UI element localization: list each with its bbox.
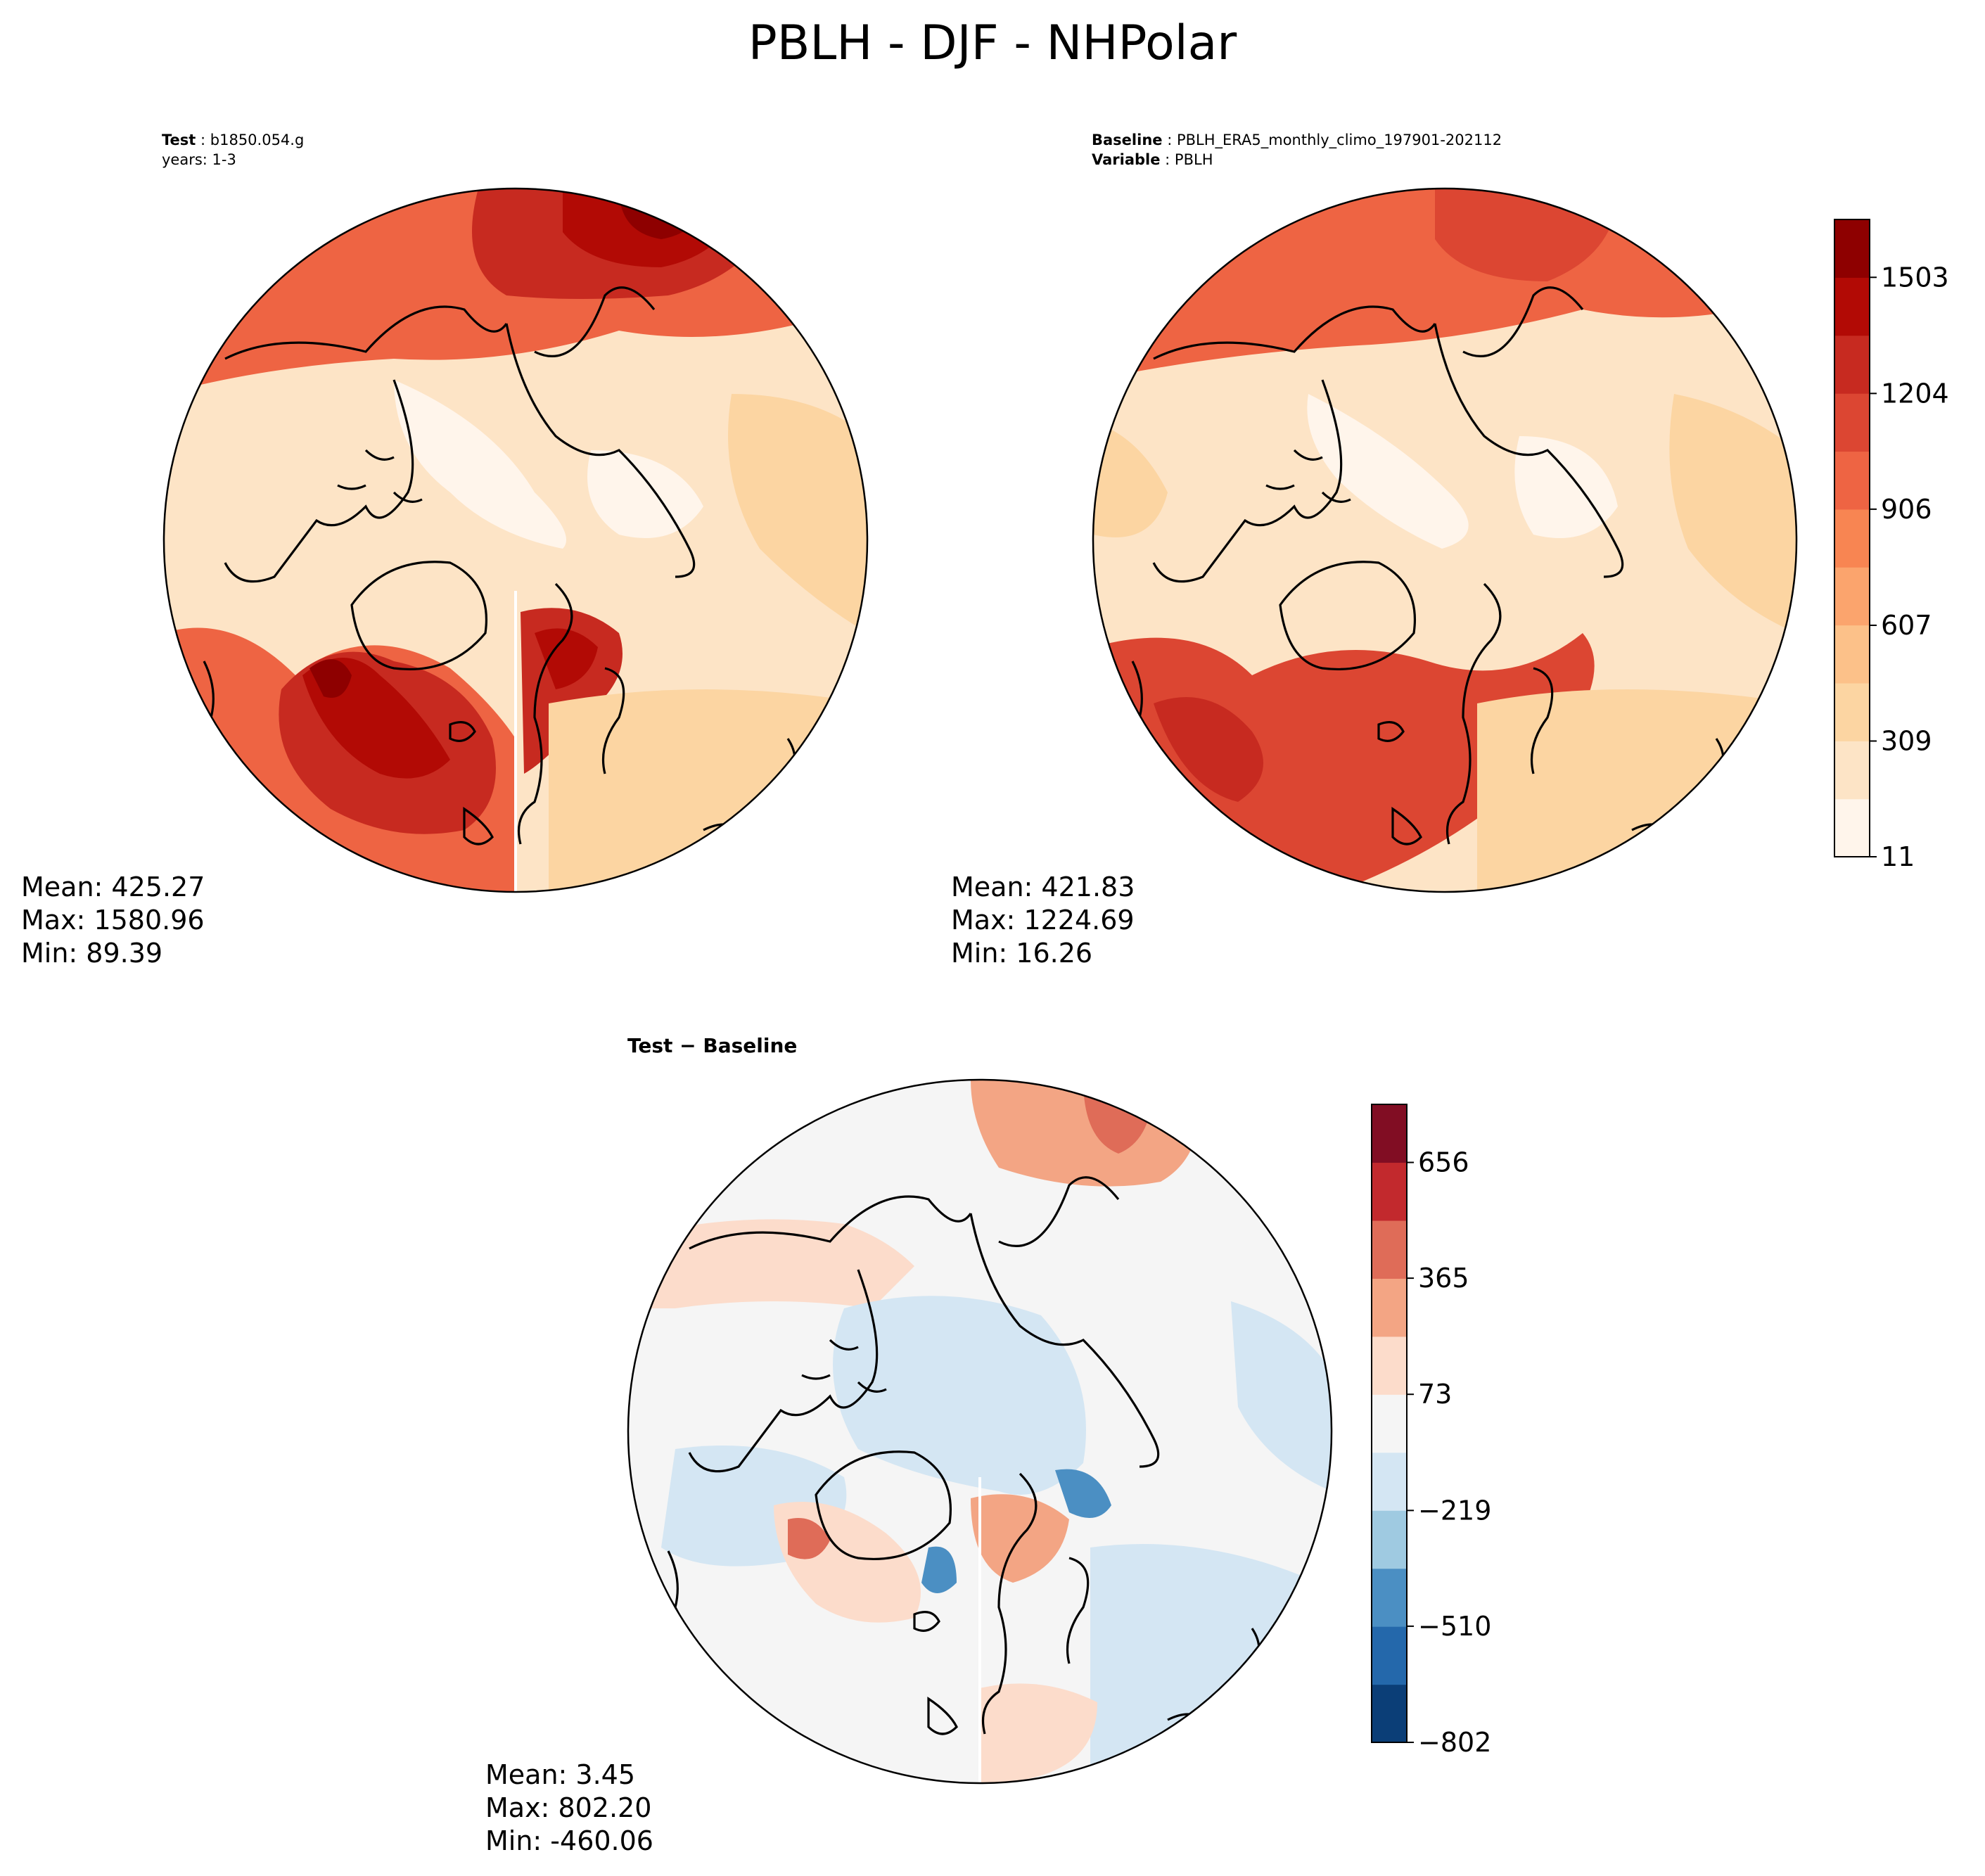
difference-map	[627, 1078, 1333, 1785]
sequential-colorbar-segment	[1834, 451, 1870, 510]
sequential-colorbar-frame	[1834, 219, 1870, 857]
difference-min: Min: -460.06	[485, 1825, 653, 1856]
diverging-colorbar-segment	[1372, 1104, 1407, 1163]
baseline-variable-label: Variable	[1092, 151, 1161, 168]
test-header: Test : b1850.054.g years: 1-3	[162, 132, 305, 168]
sequential-colorbar-segment	[1834, 682, 1870, 741]
test-stats: Mean: 425.27 Max: 1580.96 Min: 89.39	[21, 871, 205, 970]
difference-title: Test − Baseline	[627, 1034, 798, 1057]
diverging-colorbar-tick-label: −802	[1418, 1727, 1491, 1758]
sequential-colorbar-tick-label: 309	[1881, 725, 1932, 756]
test-min: Min: 89.39	[21, 938, 163, 969]
baseline-label: Baseline	[1092, 132, 1163, 148]
baseline-name: PBLH_ERA5_monthly_climo_197901-202112	[1176, 132, 1502, 148]
baseline-mean: Mean: 421.83	[951, 872, 1135, 902]
diverging-colorbar-segment	[1372, 1626, 1407, 1685]
sequential-colorbar-segment	[1834, 277, 1870, 336]
baseline-min: Min: 16.26	[951, 938, 1093, 969]
diverging-colorbar-segment	[1372, 1394, 1407, 1453]
difference-mean: Mean: 3.45	[485, 1759, 636, 1790]
sequential-colorbar: 11 309 607 906 1204 1503	[1834, 219, 1949, 872]
test-map-boundary	[162, 187, 869, 893]
test-max: Max: 1580.96	[21, 905, 205, 936]
diverging-colorbar-tick-label: 73	[1418, 1379, 1452, 1410]
diverging-colorbar-segment	[1372, 1220, 1407, 1279]
sequential-colorbar-tick-label: 607	[1881, 610, 1932, 641]
test-map	[162, 187, 869, 893]
sequential-colorbar-segment	[1834, 219, 1870, 278]
difference-map-boundary	[627, 1078, 1333, 1785]
baseline-stats: Mean: 421.83 Max: 1224.69 Min: 16.26	[951, 871, 1135, 970]
diverging-colorbar-tick-label: −510	[1418, 1611, 1491, 1642]
figure-title: PBLH - DJF - NHPolar	[748, 15, 1237, 71]
baseline-map-boundary	[1092, 187, 1798, 893]
diverging-colorbar-segment	[1372, 1278, 1407, 1337]
test-map-field	[164, 189, 867, 892]
test-years: years: 1-3	[162, 151, 236, 168]
diverging-colorbar-segment	[1372, 1162, 1407, 1221]
difference-max: Max: 802.20	[485, 1792, 652, 1823]
sequential-colorbar-segment	[1834, 798, 1870, 857]
sequential-colorbar-segment	[1834, 625, 1870, 684]
test-name: b1850.054.g	[210, 132, 305, 148]
sequential-colorbar-tick-label: 1503	[1881, 262, 1949, 293]
diverging-colorbar-tick-label: 656	[1418, 1147, 1469, 1178]
test-coastlines	[203, 286, 796, 846]
diverging-colorbar: −802 −510 −219 73 365 656	[1371, 1104, 1491, 1758]
test-mean: Mean: 425.27	[21, 872, 205, 902]
sequential-colorbar-segment	[1834, 741, 1870, 800]
diverging-colorbar-segment	[1372, 1336, 1407, 1395]
sequential-colorbar-tick-label: 906	[1881, 494, 1932, 525]
diverging-colorbar-frame	[1371, 1104, 1408, 1743]
sequential-colorbar-tick-label: 1204	[1881, 378, 1949, 409]
diverging-colorbar-segment	[1372, 1510, 1407, 1569]
test-label: Test	[162, 132, 196, 148]
baseline-header: Baseline : PBLH_ERA5_monthly_climo_19790…	[1092, 132, 1502, 168]
sequential-colorbar-tick-label: 11	[1881, 841, 1915, 872]
diverging-colorbar-tick-label: 365	[1418, 1263, 1469, 1294]
baseline-map	[1092, 187, 1798, 893]
baseline-max: Max: 1224.69	[951, 905, 1135, 936]
diverging-colorbar-segment	[1372, 1684, 1407, 1743]
sequential-colorbar-segment	[1834, 393, 1870, 452]
diverging-colorbar-segment	[1372, 1452, 1407, 1511]
baseline-variable: PBLH	[1174, 151, 1213, 168]
baseline-map-field	[1093, 189, 1796, 892]
sequential-colorbar-segment	[1834, 509, 1870, 568]
difference-map-field	[628, 1080, 1332, 1783]
diverging-colorbar-segment	[1372, 1568, 1407, 1627]
sequential-colorbar-segment	[1834, 335, 1870, 394]
sequential-colorbar-segment	[1834, 567, 1870, 626]
diverging-colorbar-tick-label: −219	[1418, 1495, 1491, 1526]
difference-stats: Mean: 3.45 Max: 802.20 Min: -460.06	[485, 1759, 653, 1858]
